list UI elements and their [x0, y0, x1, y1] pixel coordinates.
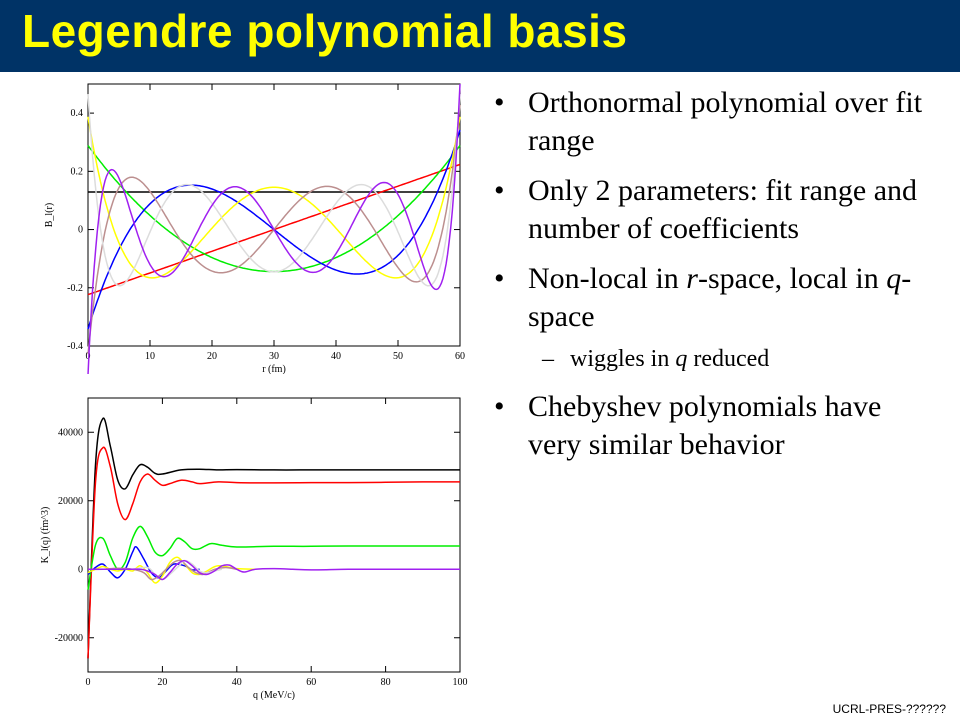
- x-axis-label: r (fm): [262, 364, 286, 374]
- bullet-text: Orthonormal polynomial over fit range: [528, 86, 923, 157]
- bullet-item: • Chebyshev polynomials have very similar…: [494, 388, 934, 464]
- x-tick-label: 30: [269, 351, 279, 362]
- series-line-1: [87, 446, 460, 659]
- bullet-text: reduced: [687, 346, 770, 372]
- y-tick-label: 0.4: [71, 108, 84, 119]
- x-tick-label: 40: [331, 351, 341, 362]
- x-tick-label: 60: [306, 677, 316, 688]
- plot-frame: [87, 397, 461, 673]
- kernel-transform-chart: 0 20 40 60 80 100 -20000 0 20000 40000 q (MeV/c) K_…: [38, 390, 468, 705]
- dash-marker: –: [542, 346, 554, 372]
- y-tick-label: -0.4: [67, 341, 83, 352]
- bullet-list: • Orthonormal polynomial over fit range • O…: [494, 84, 934, 476]
- sub-bullet-item: – wiggles in q reduced: [494, 344, 934, 374]
- y-axis-label: B_l(r): [44, 203, 55, 227]
- bullet-text: -space: [528, 262, 912, 333]
- series-line-7: [87, 83, 461, 376]
- x-tick-label: 100: [453, 677, 468, 688]
- x-tick-label: 40: [232, 677, 242, 688]
- x-tick-label: 20: [157, 677, 167, 688]
- series-line-4: [87, 116, 461, 279]
- x-axis-label: q (MeV/c): [253, 690, 295, 700]
- y-tick-label: 20000: [58, 496, 83, 507]
- title-bar: [0, 0, 960, 72]
- x-tick-label: 80: [381, 677, 391, 688]
- y-tick-label: -0.2: [67, 283, 83, 294]
- bullet-marker: •: [494, 390, 505, 423]
- x-tick-label: 50: [393, 351, 403, 362]
- series-line-6: [87, 94, 461, 287]
- x-tick-label: 10: [145, 351, 155, 362]
- y-axis-label: K_l(q) (fm^3): [40, 507, 51, 564]
- series-line-0: [87, 417, 460, 659]
- footer-report-id: UCRL-PRES-??????: [832, 702, 946, 716]
- x-tick-label: 60: [455, 351, 465, 362]
- x-tick-label: 0: [86, 351, 91, 362]
- y-tick-label: 0.2: [71, 166, 84, 177]
- bullet-item: • Orthonormal polynomial over fit range: [494, 84, 934, 160]
- bullet-text: q: [886, 262, 902, 295]
- bullet-text: q: [675, 346, 688, 372]
- slide-title: Legendre polynomial basis: [22, 5, 628, 57]
- bullet-text: Chebyshev polynomials have very similar …: [528, 390, 882, 461]
- bullet-text: wiggles in: [570, 346, 676, 372]
- bullet-text: r: [686, 262, 698, 295]
- bullet-marker: •: [494, 262, 505, 295]
- x-tick-label: 0: [86, 677, 91, 688]
- bullet-item: • Non-local in r-space, local in q-space: [494, 260, 934, 336]
- y-tick-label: 0: [78, 225, 83, 236]
- x-tick-label: 20: [207, 351, 217, 362]
- bullet-text: Non-local in: [528, 262, 687, 295]
- y-tick-label: -20000: [55, 633, 83, 644]
- basis-functions-chart: 0 10 20 30 40 50 60 -0.4 -0.2 0 0.2 0.4 r (fm) B_l(r): [38, 78, 468, 379]
- bullet-marker: •: [494, 86, 505, 119]
- series-line-7: [88, 559, 460, 581]
- y-tick-label: 40000: [58, 427, 83, 438]
- plot-frame: [87, 83, 461, 347]
- bullet-item: • Only 2 parameters: fit range and number…: [494, 172, 934, 248]
- y-tick-label: 0: [78, 564, 83, 575]
- bullet-text: -space, local in: [697, 262, 887, 295]
- bullet-text: Only 2 parameters: fit range and number …: [528, 174, 918, 245]
- bullet-marker: •: [494, 174, 505, 207]
